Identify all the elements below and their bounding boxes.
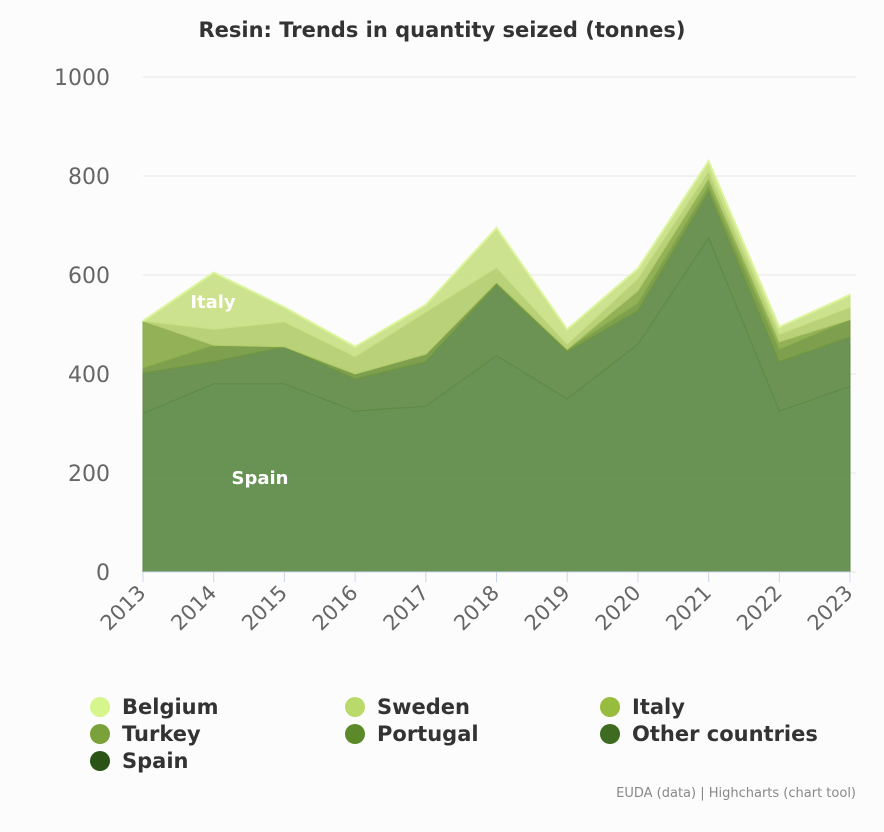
x-tick-label: 2020 — [591, 581, 646, 636]
legend-swatch-icon — [345, 697, 365, 717]
legend-label: Italy — [632, 695, 685, 719]
x-tick-label: 2022 — [732, 581, 787, 636]
legend-item-sweden[interactable]: Sweden — [345, 694, 470, 720]
x-tick-label: 2018 — [449, 581, 504, 636]
y-tick-label: 200 — [68, 462, 110, 487]
chart-title: Resin: Trends in quantity seized (tonnes… — [198, 18, 686, 42]
x-tick-label: 2014 — [166, 581, 221, 636]
legend-swatch-icon — [90, 724, 110, 744]
legend-item-spain[interactable]: Spain — [90, 748, 188, 774]
legend-item-italy[interactable]: Italy — [600, 694, 685, 720]
legend-swatch-icon — [600, 697, 620, 717]
legend-label: Belgium — [122, 695, 219, 719]
legend-item-belgium[interactable]: Belgium — [90, 694, 219, 720]
x-tick-label: 2015 — [237, 581, 292, 636]
y-tick-label: 1000 — [54, 66, 110, 91]
legend-swatch-icon — [345, 724, 365, 744]
legend-label: Portugal — [377, 722, 479, 746]
x-tick-label: 2023 — [803, 581, 858, 636]
series-annotation-label: Italy — [190, 292, 236, 313]
series-annotation-label: Spain — [232, 468, 289, 489]
legend-label: Other countries — [632, 722, 818, 746]
legend-swatch-icon — [600, 724, 620, 744]
y-tick-label: 0 — [96, 561, 110, 586]
x-tick-label: 2021 — [661, 581, 716, 636]
x-tick-label: 2019 — [520, 581, 575, 636]
x-tick-label: 2017 — [379, 581, 434, 636]
area-top-line — [142, 158, 851, 348]
y-tick-label: 400 — [68, 363, 110, 388]
legend-label: Spain — [122, 749, 189, 773]
legend-item-turkey[interactable]: Turkey — [90, 721, 201, 747]
plot-area: 0 200 400 600 800 1000 2013 2014 2015 2016 2017 201… — [54, 66, 858, 636]
x-tick-label: 2016 — [308, 581, 363, 636]
y-tick-label: 800 — [68, 165, 110, 190]
y-tick-label: 600 — [68, 264, 110, 289]
legend-label: Turkey — [122, 722, 201, 746]
legend-swatch-icon — [90, 697, 110, 717]
legend-item-other-countries[interactable]: Other countries — [600, 721, 818, 747]
legend-label: Sweden — [377, 695, 470, 719]
credits[interactable]: EUDA (data) | Highcharts (chart tool) — [616, 786, 856, 801]
x-tick-label: 2013 — [96, 581, 151, 636]
legend-item-portugal[interactable]: Portugal — [345, 721, 479, 747]
legend-swatch-icon — [90, 751, 110, 771]
